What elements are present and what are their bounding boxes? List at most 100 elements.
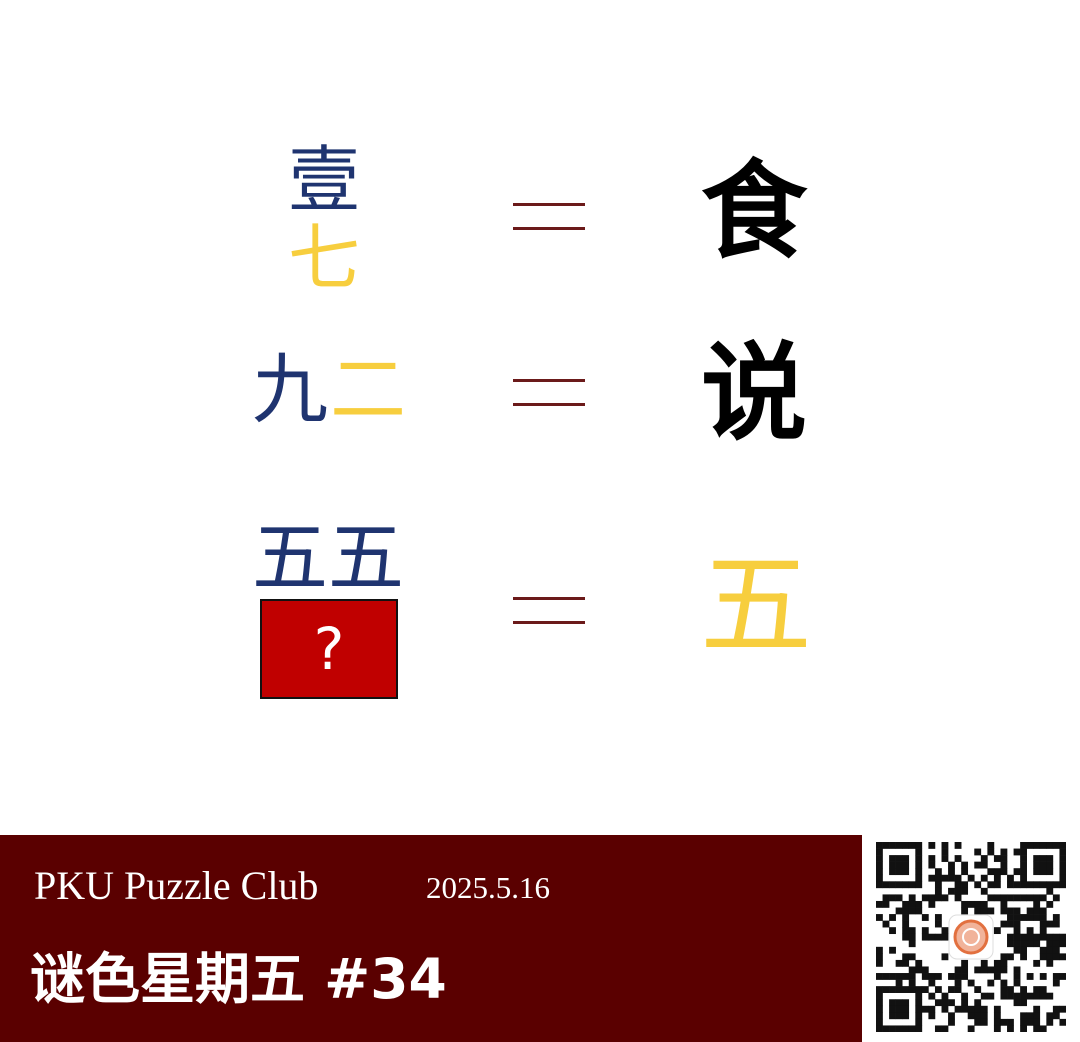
qr-module xyxy=(928,874,936,882)
qr-module xyxy=(1046,946,1054,954)
qr-module xyxy=(1046,1012,1054,1020)
qr-module xyxy=(993,855,1001,862)
qr-module xyxy=(895,986,903,993)
qr-module xyxy=(908,881,916,889)
qr-module xyxy=(1020,881,1027,889)
qr-module xyxy=(1000,953,1008,961)
qr-module xyxy=(1013,914,1021,921)
qr-module xyxy=(1052,920,1060,928)
qr-module xyxy=(928,979,936,987)
qr-module xyxy=(1020,946,1027,954)
qr-module xyxy=(1007,1025,1014,1033)
qr-module xyxy=(1020,1018,1027,1026)
qr-module xyxy=(1052,973,1060,980)
qr-module xyxy=(1026,927,1034,935)
qr-module xyxy=(1000,966,1008,974)
qr-module xyxy=(1013,992,1021,1000)
qr-module xyxy=(1020,861,1027,869)
qr-module xyxy=(1052,1012,1060,1020)
row3-top-glyphs: 五五 xyxy=(252,513,404,602)
qr-module xyxy=(1000,861,1008,869)
qr-module xyxy=(928,992,936,1000)
qr-module xyxy=(961,1005,969,1013)
qr-module xyxy=(915,868,923,876)
qr-module xyxy=(993,959,1001,967)
qr-module xyxy=(1046,920,1054,928)
qr-module xyxy=(980,907,988,915)
qr-module xyxy=(876,953,883,961)
qr-module xyxy=(908,986,916,993)
qr-module xyxy=(1052,933,1060,941)
qr-module xyxy=(1059,874,1067,882)
qr-module xyxy=(948,874,955,882)
qr-module xyxy=(1020,986,1027,993)
qr-module xyxy=(1052,894,1060,902)
qr-module xyxy=(1039,953,1047,961)
qr-module xyxy=(954,986,962,993)
qr-module xyxy=(941,992,949,1000)
qr-module xyxy=(948,1018,955,1026)
qr-module xyxy=(1046,959,1054,967)
qr-module xyxy=(902,861,910,869)
qr-module xyxy=(1059,933,1067,941)
qr-module xyxy=(1007,953,1014,961)
qr-module xyxy=(1020,894,1027,902)
qr-module xyxy=(928,1005,936,1013)
qr-module xyxy=(987,966,995,974)
qr-module xyxy=(1039,907,1047,915)
qr-module xyxy=(882,920,890,928)
qr-module xyxy=(1033,1018,1041,1026)
qr-module xyxy=(876,946,883,954)
qr-module xyxy=(1052,946,1060,954)
qr-module xyxy=(1046,953,1054,961)
qr-module xyxy=(1000,992,1008,1000)
qr-module xyxy=(1013,907,1021,915)
qr-module xyxy=(876,842,883,849)
qr-module xyxy=(1046,887,1054,895)
row3-result-glyph: 五 xyxy=(700,541,812,671)
qr-module xyxy=(882,973,890,980)
qr-module xyxy=(961,907,969,915)
qr-module xyxy=(882,986,890,993)
qr-module xyxy=(1052,940,1060,948)
qr-module xyxy=(895,881,903,889)
qr-module xyxy=(967,874,975,882)
qr-module xyxy=(889,999,896,1007)
qr-module xyxy=(1039,861,1047,869)
qr-module xyxy=(993,874,1001,882)
qr-module xyxy=(1046,881,1054,889)
qr-module xyxy=(895,1025,903,1033)
qr-module xyxy=(961,992,969,1000)
qr-module xyxy=(889,868,896,876)
qr-module xyxy=(954,979,962,987)
qr-module xyxy=(915,900,923,908)
qr-module xyxy=(882,900,890,908)
qr-module xyxy=(1020,1025,1027,1033)
qr-module xyxy=(1039,986,1047,993)
qr-module xyxy=(1039,842,1047,849)
qr-module xyxy=(934,887,942,895)
qr-module xyxy=(1059,848,1067,856)
qr-module xyxy=(876,986,883,993)
qr-module xyxy=(876,861,883,869)
qr-module xyxy=(902,920,910,928)
qr-module xyxy=(993,894,1001,902)
qr-module xyxy=(915,881,923,889)
qr-module xyxy=(908,953,916,961)
qr-module xyxy=(1039,946,1047,954)
qr-module xyxy=(974,907,982,915)
qr-module xyxy=(954,887,962,895)
qr-module xyxy=(915,1005,923,1013)
qr-module xyxy=(1059,861,1067,869)
qr-module xyxy=(980,992,988,1000)
qr-module xyxy=(876,874,883,882)
qr-module xyxy=(908,927,916,935)
qr-module xyxy=(908,966,916,974)
qr-module xyxy=(1020,933,1027,941)
qr-module xyxy=(961,887,969,895)
qr-module xyxy=(974,848,982,856)
qr-module xyxy=(1046,992,1054,1000)
qr-module xyxy=(934,933,942,941)
qr-module xyxy=(993,927,1001,935)
qr-module xyxy=(993,1012,1001,1020)
